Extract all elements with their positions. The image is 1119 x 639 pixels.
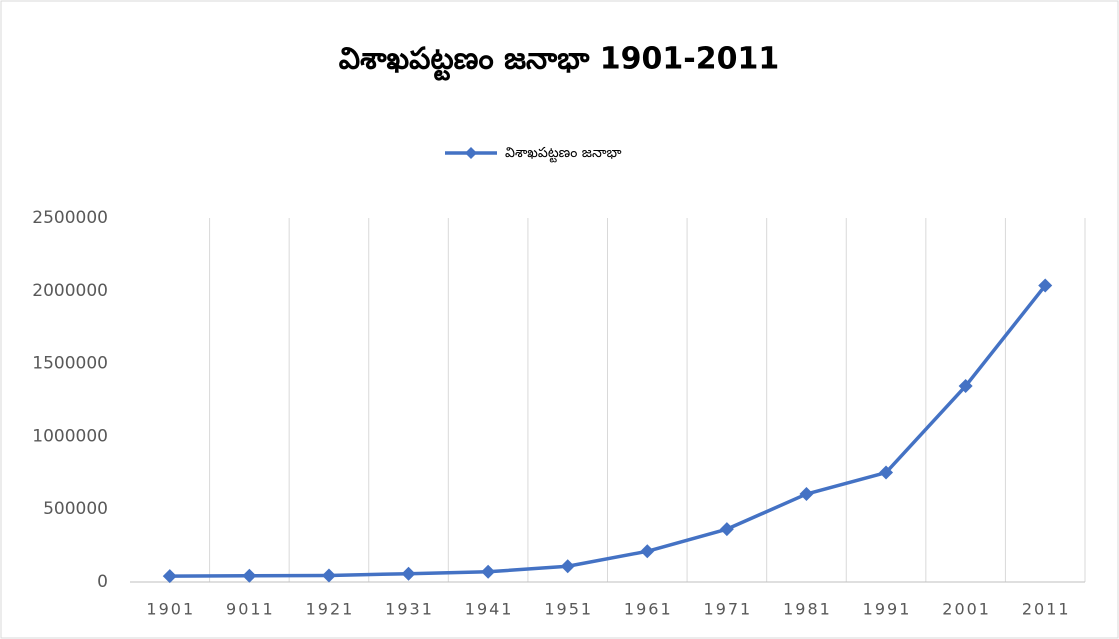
data-point — [958, 379, 973, 394]
x-tick-label: 9011 — [226, 600, 275, 619]
x-tick-label: 1941 — [465, 600, 514, 619]
y-tick-label: 0 — [97, 572, 108, 592]
x-tick-label: 1981 — [783, 600, 832, 619]
data-point — [640, 544, 655, 559]
x-tick-label: 1991 — [863, 600, 912, 619]
y-tick-label: 1500000 — [32, 354, 108, 374]
legend-marker — [465, 147, 477, 159]
data-point — [321, 568, 336, 583]
data-point — [481, 564, 496, 579]
chart-title: విశాఖపట్టణం జనాభా 1901-2011 — [339, 42, 780, 82]
y-tick-label: 2500000 — [32, 208, 108, 228]
x-tick-label: 1921 — [306, 600, 355, 619]
data-point — [401, 566, 416, 581]
x-tick-label: 1931 — [385, 600, 434, 619]
y-tick-label: 500000 — [43, 499, 108, 519]
data-point — [1038, 278, 1053, 293]
data-point — [719, 522, 734, 537]
data-point — [242, 568, 257, 583]
x-tick-label: 2001 — [942, 600, 991, 619]
data-point — [879, 465, 894, 480]
data-point — [162, 569, 177, 584]
y-tick-label: 1000000 — [32, 426, 108, 446]
data-line — [169, 284, 1047, 578]
data-point — [560, 559, 575, 574]
legend-label: విశాఖపట్టణం జనాభా — [505, 145, 622, 163]
x-tick-label: 1961 — [624, 600, 673, 619]
x-tick-label: 2011 — [1022, 600, 1071, 619]
x-tick-label: 1901 — [146, 600, 195, 619]
y-tick-label: 2000000 — [32, 281, 108, 301]
data-point — [799, 487, 814, 502]
x-tick-label: 1971 — [704, 600, 753, 619]
x-tick-label: 1951 — [544, 600, 593, 619]
